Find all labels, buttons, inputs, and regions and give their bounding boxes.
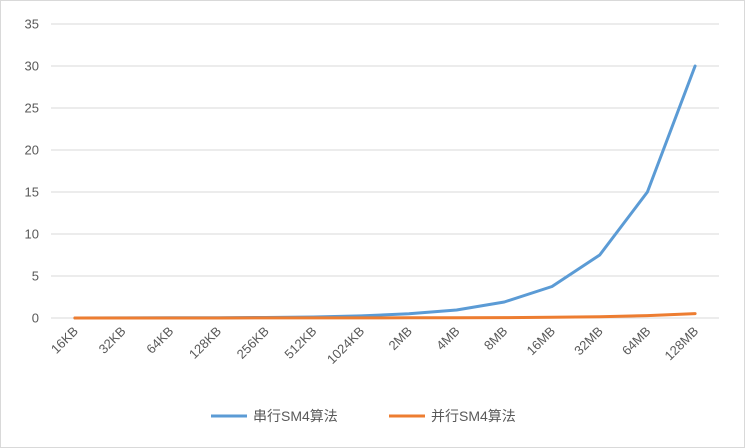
x-tick-label: 64KB xyxy=(143,324,176,357)
y-axis-ticks: 0 5 10 15 20 25 30 35 xyxy=(25,17,39,326)
gridlines xyxy=(51,23,719,319)
x-tick-label: 32MB xyxy=(571,324,606,359)
x-tick-label: 4MB xyxy=(433,324,463,354)
x-axis-ticks: 16KB 32KB 64KB 128KB 256KB 512KB 1024KB 2MB 4MB 8… xyxy=(48,324,701,367)
x-tick-label: 128MB xyxy=(662,324,702,364)
y-tick-label: 25 xyxy=(25,101,39,116)
x-tick-label: 16MB xyxy=(523,324,558,359)
legend-label: 并行SM4算法 xyxy=(431,408,516,424)
x-tick-label: 32KB xyxy=(96,324,129,357)
y-tick-label: 30 xyxy=(25,59,39,74)
x-tick-label: 2MB xyxy=(385,324,415,354)
x-tick-label: 64MB xyxy=(619,324,654,359)
series-line-2 xyxy=(73,312,697,320)
x-tick-label: 256KB xyxy=(234,324,272,362)
x-tick-label: 8MB xyxy=(481,324,511,354)
x-tick-label: 16KB xyxy=(48,324,81,357)
y-tick-label: 15 xyxy=(25,185,39,200)
y-tick-label: 35 xyxy=(25,17,39,32)
x-tick-label: 1024KB xyxy=(324,324,367,367)
y-tick-label: 5 xyxy=(32,269,39,284)
y-tick-label: 20 xyxy=(25,143,39,158)
x-tick-label: 128KB xyxy=(186,324,224,362)
legend: 串行SM4算法 并行SM4算法 xyxy=(211,408,516,424)
series-lines xyxy=(73,64,697,320)
legend-label: 串行SM4算法 xyxy=(253,408,338,424)
legend-item: 并行SM4算法 xyxy=(389,408,516,424)
y-tick-label: 0 xyxy=(32,311,39,326)
legend-item: 串行SM4算法 xyxy=(211,408,338,424)
x-tick-label: 512KB xyxy=(281,324,319,362)
y-tick-label: 10 xyxy=(25,227,39,242)
